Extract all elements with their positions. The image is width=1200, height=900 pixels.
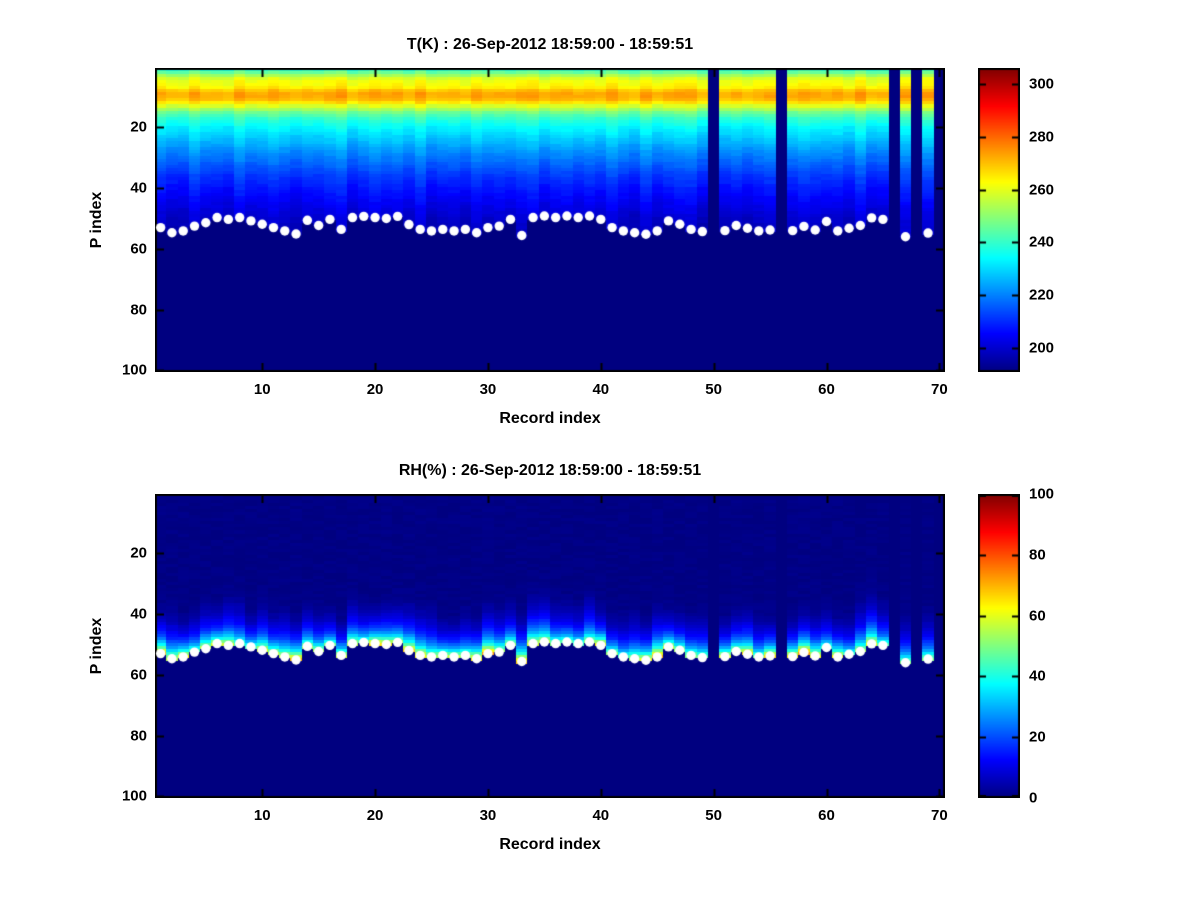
colorbar-tick-label: 60 [1029, 607, 1046, 625]
x-tick-label: 10 [253, 381, 271, 398]
x-tick-label: 70 [931, 807, 948, 824]
temperature-colorbar [978, 68, 1020, 372]
x-tick-label: 70 [931, 381, 948, 398]
humidity-y-axis-label: P index [88, 617, 105, 675]
x-tick-label: 30 [479, 807, 497, 824]
humidity-x-axis-label: Record index [499, 836, 601, 853]
y-tick-label: 80 [130, 727, 147, 745]
colorbar-tick-label: 100 [1029, 485, 1055, 503]
y-tick-label: 40 [130, 179, 147, 197]
temperature-plot-title: T(K) : 26-Sep-2012 18:59:00 - 18:59:51 [406, 36, 694, 53]
x-tick-label: 20 [366, 381, 384, 398]
colorbar-tick-label: 240 [1029, 233, 1055, 251]
x-tick-label: 30 [479, 381, 497, 398]
x-tick-label: 50 [705, 381, 722, 398]
y-tick-label: 100 [121, 787, 147, 805]
humidity-plot-title: RH(%) : 26-Sep-2012 18:59:00 - 18:59:51 [398, 462, 702, 479]
colorbar-tick-label: 20 [1029, 728, 1046, 746]
humidity-heatmap-canvas [155, 494, 945, 798]
y-tick-label: 20 [130, 544, 147, 562]
colorbar-tick-label: 0 [1029, 789, 1038, 807]
colorbar-tick-label: 300 [1029, 75, 1055, 93]
y-tick-label: 60 [130, 240, 147, 258]
colorbar-tick-label: 260 [1029, 181, 1055, 199]
x-tick-label: 40 [592, 381, 610, 398]
x-tick-label: 50 [705, 807, 722, 824]
humidity-colorbar [978, 494, 1020, 798]
y-tick-label: 20 [130, 118, 147, 136]
colorbar-tick-label: 200 [1029, 339, 1055, 357]
x-tick-label: 60 [818, 381, 835, 398]
x-tick-label: 20 [366, 807, 384, 824]
x-tick-label: 10 [253, 807, 271, 824]
y-tick-label: 100 [121, 361, 147, 379]
colorbar-tick-label: 80 [1029, 546, 1046, 564]
x-tick-label: 40 [592, 807, 610, 824]
colorbar-tick-label: 280 [1029, 128, 1055, 146]
y-tick-label: 60 [130, 666, 147, 684]
x-tick-label: 60 [818, 807, 835, 824]
temperature-heatmap-canvas [155, 68, 945, 372]
colorbar-tick-label: 220 [1029, 286, 1055, 304]
y-tick-label: 40 [130, 605, 147, 623]
temperature-x-axis-label: Record index [499, 410, 601, 427]
temperature-y-axis-label: P index [88, 191, 105, 249]
y-tick-label: 80 [130, 301, 147, 319]
colorbar-tick-label: 40 [1029, 667, 1046, 685]
